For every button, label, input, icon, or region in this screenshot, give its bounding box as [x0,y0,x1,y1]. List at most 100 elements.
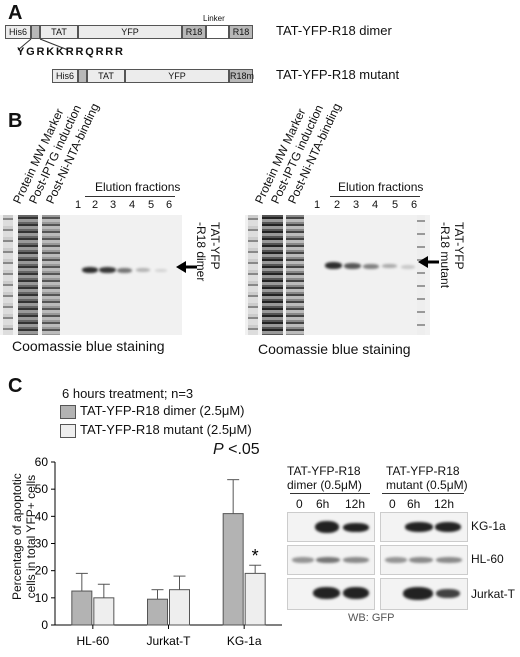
band [385,557,407,563]
post-ni-nta-lane [286,215,304,335]
band [343,587,369,599]
lane-4: 4 [129,199,136,211]
timepoint-6h: 6h [316,497,330,511]
elution-line [85,196,175,197]
band [436,557,462,563]
timepoint-0: 0 [389,497,396,511]
panel-a-label: A [8,2,23,24]
lane-1: 1 [314,199,321,211]
marker-lane [248,215,258,335]
gel-image [245,215,430,335]
bar-mutant [244,572,266,626]
marker-lane [3,215,13,335]
elution-band-2 [344,263,361,269]
band-label-line1: TAT-YFP [452,222,466,270]
elution-band-5 [155,269,167,272]
segment-tat-spacer [31,25,40,39]
elution-label: Elution fractions [338,180,424,194]
band-label-line2: -R18 mutant [438,222,452,289]
band-label-line1: TAT-YFP [208,222,222,270]
blot-footer: WB: GFP [348,612,395,624]
lane-4: 4 [372,199,379,211]
lane-3: 3 [353,199,360,211]
blot-col1-title-line2: dimer (0.5μM) [287,478,362,492]
segment-his6: His6 [52,69,78,83]
legend-swatch-dimer [60,405,76,419]
band-label: TAT-YFP -R18 mutant [438,222,490,288]
lane-5: 5 [392,199,399,211]
band [316,557,340,563]
sequence-bracket [17,38,69,51]
lane-6: 6 [411,199,418,211]
band-label: TAT-YFP -R18 dimer [194,222,246,281]
p-value-annotation: P <.05 [213,441,260,459]
band [436,589,460,598]
y-tick-label: 40 [35,509,49,523]
segment-his6: His6 [5,25,31,39]
elution-band-3 [363,264,379,269]
elution-label: Elution fractions [95,180,181,194]
band [315,521,339,533]
significance-asterisk: * [252,546,259,566]
y-tick-label: 0 [41,618,48,632]
blot-kg1a-dimer [287,512,375,542]
band-arrow [176,261,197,273]
gel-caption: Coomassie blue staining [258,341,411,357]
lane-2: 2 [334,199,341,211]
blot-col1-underline [290,493,370,494]
x-tick-label: HL-60 [76,634,109,648]
band-arrow [418,256,439,268]
gel-caption: Coomassie blue staining [12,338,165,354]
elution-band-1 [82,267,98,273]
bar-dimer [222,513,244,626]
legend-label-mutant: TAT-YFP-R18 mutant (2.5μM) [80,422,252,437]
bar-dimer [71,590,93,626]
band [292,557,314,563]
band [343,557,369,563]
timepoint-0: 0 [296,497,303,511]
marker-lane-right [417,215,425,335]
y-tick-label: 50 [35,482,49,496]
linker-label: Linker [203,14,225,23]
mutant-name: TAT-YFP-R18 mutant [276,67,400,82]
segment-tat: TAT [87,69,125,83]
panel-b-label: B [8,110,23,132]
segment-tat: TAT [40,25,78,39]
x-tick-label: KG-1a [227,634,262,648]
segment-yfp: YFP [125,69,229,83]
blot-col1-title-line1: TAT-YFP-R18 [287,464,361,478]
segment-r18-1: R18 [182,25,206,39]
post-iptg-lane [262,215,283,335]
band [313,587,340,599]
elution-band-3 [117,268,132,273]
treatment-condition: 6 hours treatment; n=3 [62,386,194,401]
segment-linker [206,25,229,39]
band [405,522,433,532]
bar-mutant [169,589,190,626]
blot-jurkat-mutant [380,578,468,610]
blot-col2-underline [382,493,464,494]
segment-r18m: R18m [229,69,255,83]
timepoint-12h: 12h [434,497,455,511]
lane-3: 3 [110,199,117,211]
row-label-jurkat: Jurkat-T [471,587,516,601]
blot-col2-title-line2: mutant (0.5μM) [386,478,468,492]
lane-6: 6 [166,199,173,211]
band [435,522,461,532]
elution-band-5 [401,265,415,269]
lane-2: 2 [92,199,99,211]
blot-kg1a-mutant [380,512,468,542]
segment-yfp: YFP [78,25,182,39]
y-tick-label: 20 [35,564,49,578]
post-iptg-lane [18,215,38,335]
band-label-line2: -R18 dimer [194,222,208,282]
y-tick-label: 10 [35,591,49,605]
legend-label-dimer: TAT-YFP-R18 dimer (2.5μM) [80,403,245,418]
y-tick-label: 60 [35,455,49,469]
lane-1: 1 [75,199,82,211]
blot-col1-title: TAT-YFP-R18 dimer (0.5μM) [287,464,362,492]
row-label-hl60: HL-60 [471,552,504,566]
row-label-kg1a: KG-1a [471,519,506,533]
dimer-name: TAT-YFP-R18 dimer [276,23,392,38]
x-tick-label: Jurkat-T [146,634,191,648]
